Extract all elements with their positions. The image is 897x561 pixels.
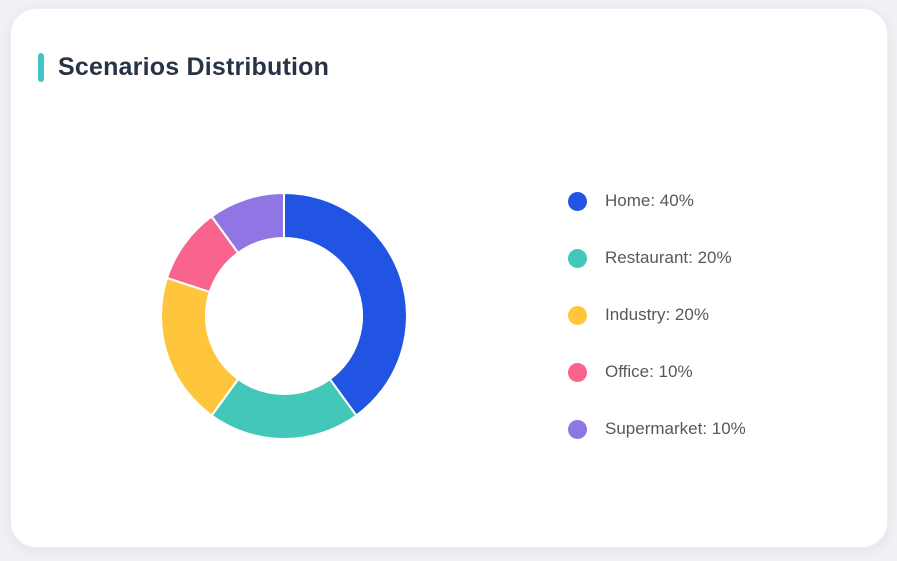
legend-swatch-supermarket-icon — [568, 419, 587, 439]
legend-item-restaurant[interactable]: Restaurant: 20% — [568, 248, 746, 268]
legend-label: Office: 10% — [605, 362, 693, 381]
legend-item-industry[interactable]: Industry: 20% — [568, 305, 746, 325]
legend-swatch-industry-icon — [568, 305, 587, 325]
donut-slice-supermarket[interactable] — [210, 192, 285, 254]
page-title: Scenarios Distribution — [58, 53, 330, 81]
legend-swatch-office-icon — [568, 362, 587, 382]
donut-slice-home[interactable] — [283, 192, 408, 417]
legend-label: Restaurant: 20% — [605, 248, 732, 267]
legend-swatch-home-icon — [568, 191, 587, 211]
legend-item-office[interactable]: Office: 10% — [568, 362, 746, 382]
legend-label: Home: 40% — [605, 191, 694, 210]
legend: Home: 40% Restaurant: 20% Industry: 20% … — [568, 191, 746, 476]
donut-slice-industry[interactable] — [160, 276, 240, 417]
donut-chart — [160, 192, 408, 440]
title-accent-bar — [38, 53, 44, 82]
scenarios-distribution-card: Scenarios Distribution Home: 40% Restaur… — [10, 8, 888, 548]
legend-item-supermarket[interactable]: Supermarket: 10% — [568, 419, 746, 439]
legend-item-home[interactable]: Home: 40% — [568, 191, 746, 211]
legend-label: Industry: 20% — [605, 305, 709, 324]
legend-swatch-restaurant-icon — [568, 248, 587, 268]
donut-chart-container — [156, 188, 412, 444]
legend-label: Supermarket: 10% — [605, 419, 746, 438]
card-header: Scenarios Distribution — [38, 53, 329, 82]
donut-slice-restaurant[interactable] — [210, 378, 358, 440]
